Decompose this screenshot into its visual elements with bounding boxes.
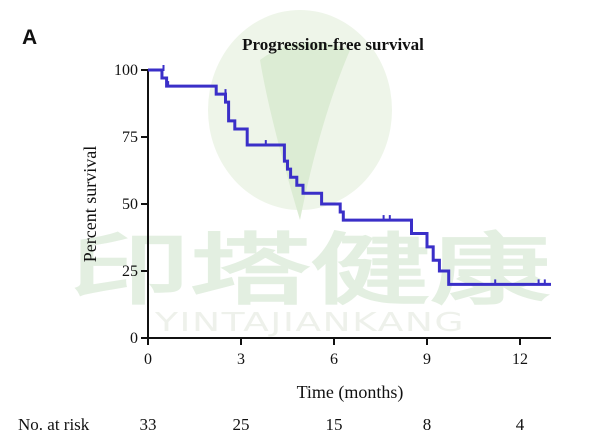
watermark-latin-text: YINTAJIANKANG [154, 308, 465, 338]
watermark: 印塔健康 YINTAJIANKANG [70, 10, 550, 338]
risk-count: 8 [423, 415, 432, 434]
risk-count: 25 [233, 415, 250, 434]
watermark-logo-leaf [260, 42, 350, 220]
risk-counts: 33 25 15 8 4 [140, 415, 525, 434]
risk-count: 33 [140, 415, 157, 434]
x-tick-label: 3 [237, 351, 245, 368]
x-tick-label: 0 [144, 351, 152, 368]
y-tick-label: 100 [114, 62, 138, 79]
y-axis-label: Percent survival [80, 146, 100, 262]
y-tick-label: 50 [122, 196, 138, 213]
panel-letter: A [22, 26, 37, 49]
x-tick-label: 12 [512, 351, 528, 368]
risk-table-label: No. at risk [18, 415, 90, 434]
x-tick-label: 9 [423, 351, 431, 368]
x-ticks: 0 3 6 9 12 [144, 338, 528, 368]
x-tick-label: 6 [330, 351, 338, 368]
x-axis-label: Time (months) [297, 382, 404, 403]
watermark-chinese-text: 印塔健康 [70, 226, 550, 316]
chart-title: Progression-free survival [242, 35, 424, 54]
risk-count: 15 [326, 415, 343, 434]
y-tick-label: 0 [130, 330, 138, 347]
y-tick-label: 25 [122, 263, 138, 280]
y-tick-label: 75 [122, 129, 138, 146]
censor-marks [162, 65, 546, 286]
risk-count: 4 [516, 415, 525, 434]
y-ticks: 0 25 50 75 100 [114, 62, 148, 347]
